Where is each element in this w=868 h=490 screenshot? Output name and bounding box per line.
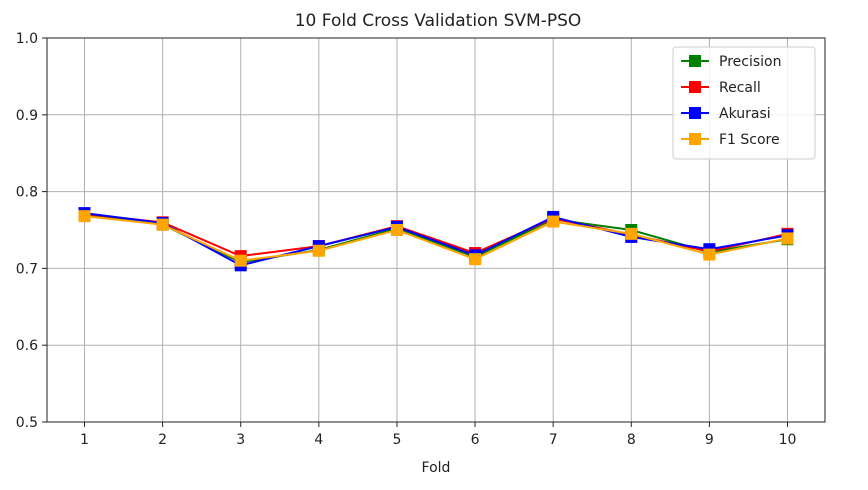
x-tick-label: 5 [392, 432, 401, 448]
y-tick-label: 0.7 [16, 261, 38, 277]
legend-label: Akurasi [719, 106, 771, 122]
x-tick-label: 7 [549, 432, 558, 448]
legend-label: F1 Score [719, 132, 780, 148]
data-point-f1-score [469, 253, 482, 266]
series-f1-score [78, 210, 794, 267]
legend-box [672, 46, 816, 160]
y-tick-label: 0.5 [16, 415, 38, 431]
y-tick-label: 0.6 [16, 338, 38, 354]
legend-label: Recall [719, 80, 761, 96]
series-line-f1-score [84, 215, 788, 262]
x-tick-label: 2 [158, 432, 167, 448]
legend-marker [689, 55, 701, 67]
series-layer [78, 207, 794, 272]
data-point-f1-score [78, 210, 91, 223]
legend-marker [689, 133, 701, 145]
data-point-f1-score [703, 248, 716, 261]
legend-item-precision: Precision [681, 54, 781, 70]
data-point-f1-score [156, 218, 169, 231]
x-tick-label: 4 [314, 432, 323, 448]
series-line-akurasi [84, 212, 788, 267]
series-precision [78, 208, 794, 269]
x-tick-label: 10 [779, 432, 797, 448]
data-point-f1-score [234, 254, 247, 267]
y-tick-label: 0.9 [16, 108, 38, 124]
legend-item-recall: Recall [681, 80, 761, 96]
data-point-f1-score [547, 215, 560, 228]
legend-item-akurasi: Akurasi [681, 106, 771, 122]
y-tick-label: 0.8 [16, 185, 38, 201]
legend-label: Precision [719, 54, 781, 70]
legend-item-f1-score: F1 Score [681, 132, 780, 148]
legend-marker [689, 107, 701, 119]
x-tick-label: 1 [80, 432, 89, 448]
x-tick-label: 6 [471, 432, 480, 448]
data-point-f1-score [625, 227, 638, 240]
y-tick-label: 1.0 [16, 31, 38, 47]
x-tick-label: 9 [705, 432, 714, 448]
series-line-recall [84, 212, 788, 258]
plot-frame [46, 37, 826, 423]
x-tick-label: 3 [236, 432, 245, 448]
x-axis-label: Fold [422, 460, 451, 476]
legend: Precision Recall Akurasi F1 Score [672, 46, 816, 160]
legend-marker [689, 81, 701, 93]
data-point-f1-score [781, 232, 794, 245]
data-point-f1-score [312, 244, 325, 257]
axis-ticks: 1 2 3 4 5 6 7 8 9 10 0.5 0.6 0.7 0.8 0.9 1.0 [16, 31, 797, 448]
chart-title: 10 Fold Cross Validation SVM-PSO [295, 11, 582, 31]
x-tick-label: 8 [627, 432, 636, 448]
data-point-f1-score [390, 224, 403, 236]
